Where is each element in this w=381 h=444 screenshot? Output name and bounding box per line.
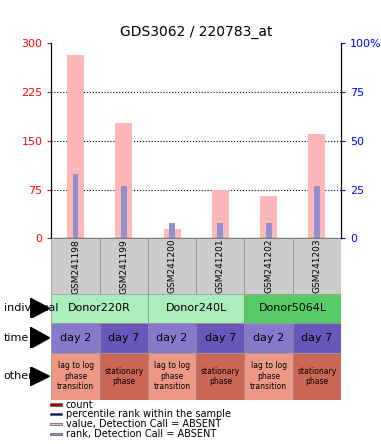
Bar bbox=[245, 353, 293, 400]
Text: GSM241200: GSM241200 bbox=[168, 239, 176, 293]
Bar bbox=[148, 294, 245, 323]
Bar bbox=[196, 323, 245, 353]
Text: day 2: day 2 bbox=[253, 333, 284, 343]
Bar bbox=[50, 412, 62, 415]
Bar bbox=[100, 238, 148, 294]
Bar bbox=[148, 238, 196, 294]
Text: GSM241198: GSM241198 bbox=[71, 239, 80, 293]
Text: individual: individual bbox=[4, 303, 58, 313]
Text: value, Detection Call = ABSENT: value, Detection Call = ABSENT bbox=[66, 419, 221, 429]
Title: GDS3062 / 220783_at: GDS3062 / 220783_at bbox=[120, 25, 272, 39]
Text: day 7: day 7 bbox=[205, 333, 236, 343]
Bar bbox=[115, 123, 132, 238]
Bar bbox=[148, 323, 196, 353]
Bar bbox=[51, 323, 100, 353]
Bar bbox=[308, 134, 325, 238]
Text: percentile rank within the sample: percentile rank within the sample bbox=[66, 409, 231, 419]
Bar bbox=[196, 238, 245, 294]
Bar bbox=[148, 353, 196, 400]
Bar bbox=[51, 238, 100, 294]
Text: day 2: day 2 bbox=[60, 333, 91, 343]
Text: lag to log
phase
transition: lag to log phase transition bbox=[57, 361, 94, 391]
Text: GSM241201: GSM241201 bbox=[216, 239, 225, 293]
Text: other: other bbox=[4, 371, 34, 381]
Bar bbox=[293, 238, 341, 294]
Bar bbox=[293, 353, 341, 400]
Text: Donor240L: Donor240L bbox=[166, 303, 227, 313]
Bar bbox=[260, 196, 277, 238]
Text: day 7: day 7 bbox=[108, 333, 139, 343]
Text: lag to log
phase
transition: lag to log phase transition bbox=[250, 361, 287, 391]
Bar bbox=[50, 404, 62, 406]
Text: day 7: day 7 bbox=[301, 333, 333, 343]
Bar bbox=[314, 186, 320, 238]
Text: stationary
phase: stationary phase bbox=[297, 367, 336, 386]
Bar bbox=[100, 323, 148, 353]
Text: stationary
phase: stationary phase bbox=[104, 367, 144, 386]
Bar bbox=[218, 223, 223, 238]
Text: count: count bbox=[66, 400, 93, 410]
Polygon shape bbox=[30, 367, 50, 385]
Text: lag to log
phase
transition: lag to log phase transition bbox=[154, 361, 190, 391]
Bar bbox=[245, 238, 293, 294]
Bar bbox=[196, 353, 245, 400]
Text: GSM241203: GSM241203 bbox=[312, 239, 321, 293]
Bar bbox=[212, 190, 229, 238]
Bar bbox=[51, 353, 100, 400]
Text: stationary
phase: stationary phase bbox=[201, 367, 240, 386]
Bar bbox=[121, 186, 127, 238]
Bar bbox=[50, 423, 62, 425]
Bar bbox=[293, 323, 341, 353]
Text: GSM241199: GSM241199 bbox=[119, 239, 128, 293]
Bar bbox=[100, 353, 148, 400]
Bar bbox=[51, 294, 148, 323]
Text: time: time bbox=[4, 333, 29, 343]
Bar bbox=[73, 174, 78, 238]
Bar bbox=[266, 223, 272, 238]
Polygon shape bbox=[30, 298, 50, 318]
Text: Donor5064L: Donor5064L bbox=[259, 303, 327, 313]
Text: Donor220R: Donor220R bbox=[68, 303, 131, 313]
Bar bbox=[245, 323, 293, 353]
Bar bbox=[67, 55, 84, 238]
Text: GSM241202: GSM241202 bbox=[264, 239, 273, 293]
Text: day 2: day 2 bbox=[157, 333, 188, 343]
Bar bbox=[164, 229, 181, 238]
Text: rank, Detection Call = ABSENT: rank, Detection Call = ABSENT bbox=[66, 429, 216, 439]
Bar bbox=[169, 223, 175, 238]
Bar bbox=[50, 433, 62, 436]
Bar bbox=[245, 294, 341, 323]
Polygon shape bbox=[30, 327, 50, 349]
